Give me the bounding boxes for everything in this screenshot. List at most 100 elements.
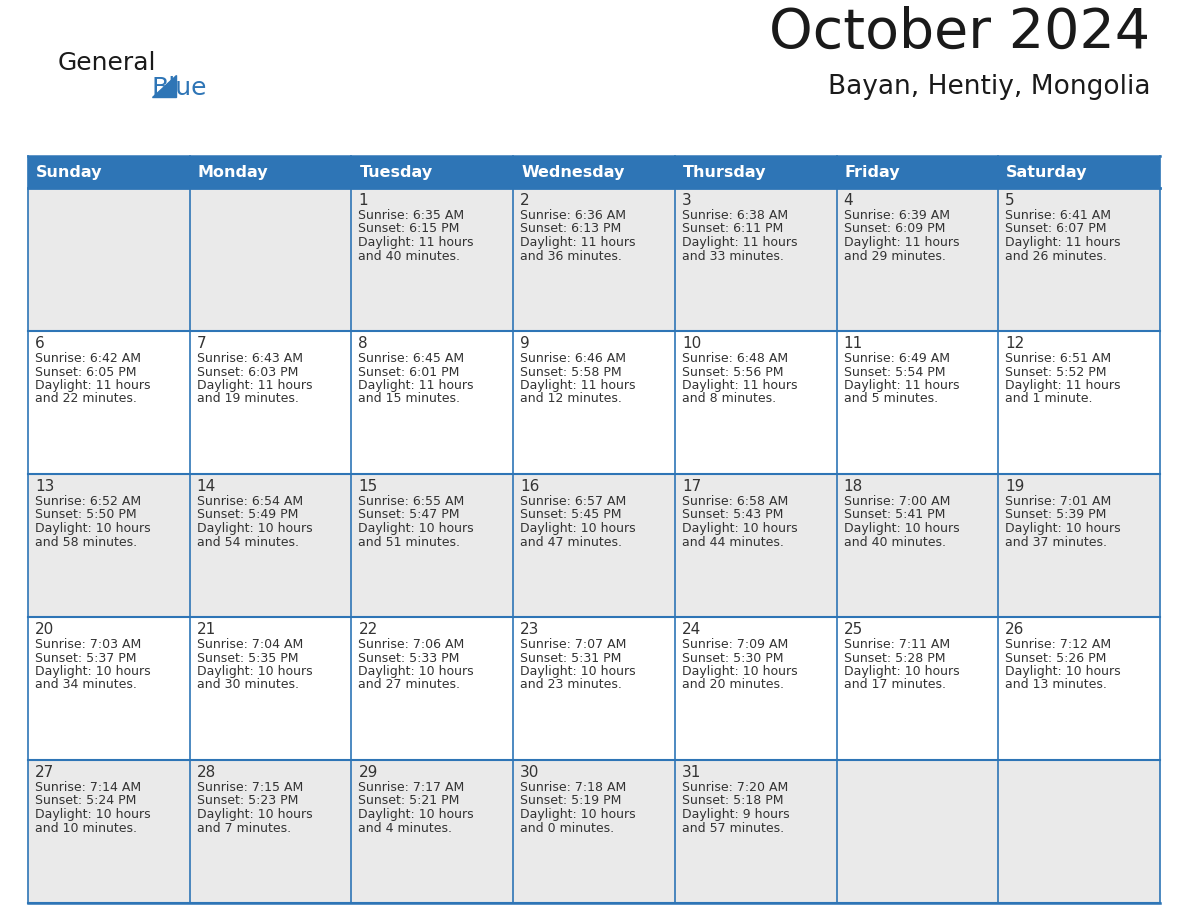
Text: 18: 18	[843, 479, 862, 494]
Text: Monday: Monday	[197, 164, 268, 180]
Text: Daylight: 11 hours: Daylight: 11 hours	[359, 236, 474, 249]
Bar	[675, 474, 836, 617]
Text: 21: 21	[197, 622, 216, 637]
Text: Sunset: 6:11 PM: Sunset: 6:11 PM	[682, 222, 783, 236]
Text: Daylight: 9 hours: Daylight: 9 hours	[682, 808, 790, 821]
Bar	[675, 188, 836, 331]
Text: Daylight: 11 hours: Daylight: 11 hours	[682, 236, 797, 249]
Bar	[675, 760, 836, 903]
Text: and 12 minutes.: and 12 minutes.	[520, 393, 623, 406]
Text: Daylight: 10 hours: Daylight: 10 hours	[520, 808, 636, 821]
Text: Sunrise: 6:45 AM: Sunrise: 6:45 AM	[359, 352, 465, 365]
Text: Sunrise: 7:14 AM: Sunrise: 7:14 AM	[34, 781, 141, 794]
Text: Sunrise: 6:36 AM: Sunrise: 6:36 AM	[520, 209, 626, 222]
Bar	[998, 617, 1159, 760]
Bar	[352, 331, 513, 474]
Text: Daylight: 10 hours: Daylight: 10 hours	[1005, 665, 1121, 678]
Bar	[513, 331, 675, 474]
Text: 26: 26	[1005, 622, 1025, 637]
Text: Sunset: 6:15 PM: Sunset: 6:15 PM	[359, 222, 460, 236]
Text: 13: 13	[34, 479, 55, 494]
Text: Sunset: 5:18 PM: Sunset: 5:18 PM	[682, 794, 783, 808]
Text: 22: 22	[359, 622, 378, 637]
Text: and 26 minutes.: and 26 minutes.	[1005, 250, 1107, 263]
Text: Sunset: 5:26 PM: Sunset: 5:26 PM	[1005, 652, 1107, 665]
Text: 19: 19	[1005, 479, 1025, 494]
Text: and 7 minutes.: and 7 minutes.	[197, 822, 291, 834]
Text: Sunset: 5:49 PM: Sunset: 5:49 PM	[197, 509, 298, 521]
Text: General: General	[58, 51, 157, 75]
Text: Daylight: 11 hours: Daylight: 11 hours	[34, 379, 151, 392]
Text: Sunrise: 6:39 AM: Sunrise: 6:39 AM	[843, 209, 949, 222]
Text: Daylight: 10 hours: Daylight: 10 hours	[197, 522, 312, 535]
Text: Sunset: 5:56 PM: Sunset: 5:56 PM	[682, 365, 783, 378]
Text: Sunrise: 6:42 AM: Sunrise: 6:42 AM	[34, 352, 141, 365]
Bar	[513, 188, 675, 331]
Text: Sunset: 5:39 PM: Sunset: 5:39 PM	[1005, 509, 1107, 521]
Text: Daylight: 11 hours: Daylight: 11 hours	[1005, 236, 1120, 249]
Text: 11: 11	[843, 336, 862, 351]
Text: Sunrise: 6:49 AM: Sunrise: 6:49 AM	[843, 352, 949, 365]
Text: Sunset: 6:01 PM: Sunset: 6:01 PM	[359, 365, 460, 378]
Bar	[29, 474, 190, 617]
Text: Sunrise: 7:15 AM: Sunrise: 7:15 AM	[197, 781, 303, 794]
Text: and 17 minutes.: and 17 minutes.	[843, 678, 946, 691]
Text: 20: 20	[34, 622, 55, 637]
Text: Daylight: 10 hours: Daylight: 10 hours	[359, 808, 474, 821]
Bar	[998, 188, 1159, 331]
Text: Bayan, Hentiy, Mongolia: Bayan, Hentiy, Mongolia	[828, 74, 1150, 100]
Bar	[29, 156, 1159, 188]
Text: Daylight: 11 hours: Daylight: 11 hours	[843, 236, 959, 249]
Text: Sunrise: 6:46 AM: Sunrise: 6:46 AM	[520, 352, 626, 365]
Text: Sunset: 5:31 PM: Sunset: 5:31 PM	[520, 652, 621, 665]
Text: 16: 16	[520, 479, 539, 494]
Text: Sunset: 5:50 PM: Sunset: 5:50 PM	[34, 509, 137, 521]
Text: Daylight: 10 hours: Daylight: 10 hours	[682, 522, 797, 535]
Text: Daylight: 10 hours: Daylight: 10 hours	[34, 665, 151, 678]
Text: Sunrise: 6:57 AM: Sunrise: 6:57 AM	[520, 495, 626, 508]
Text: and 58 minutes.: and 58 minutes.	[34, 535, 137, 548]
Text: Blue: Blue	[152, 76, 208, 100]
Text: Sunrise: 6:52 AM: Sunrise: 6:52 AM	[34, 495, 141, 508]
Text: Sunset: 5:30 PM: Sunset: 5:30 PM	[682, 652, 783, 665]
Text: 10: 10	[682, 336, 701, 351]
Bar	[352, 188, 513, 331]
Text: and 27 minutes.: and 27 minutes.	[359, 678, 461, 691]
Text: 5: 5	[1005, 193, 1015, 208]
Text: Sunrise: 7:04 AM: Sunrise: 7:04 AM	[197, 638, 303, 651]
Text: Sunrise: 7:09 AM: Sunrise: 7:09 AM	[682, 638, 788, 651]
Bar	[513, 474, 675, 617]
Text: and 36 minutes.: and 36 minutes.	[520, 250, 623, 263]
Text: Daylight: 10 hours: Daylight: 10 hours	[34, 808, 151, 821]
Bar	[513, 617, 675, 760]
Text: 28: 28	[197, 765, 216, 780]
Bar	[836, 474, 998, 617]
Text: and 13 minutes.: and 13 minutes.	[1005, 678, 1107, 691]
Bar	[675, 331, 836, 474]
Text: Sunrise: 7:00 AM: Sunrise: 7:00 AM	[843, 495, 950, 508]
Text: Saturday: Saturday	[1006, 164, 1088, 180]
Polygon shape	[152, 75, 176, 97]
Text: and 1 minute.: and 1 minute.	[1005, 393, 1093, 406]
Text: Daylight: 10 hours: Daylight: 10 hours	[682, 665, 797, 678]
Text: Sunrise: 6:51 AM: Sunrise: 6:51 AM	[1005, 352, 1112, 365]
Text: 1: 1	[359, 193, 368, 208]
Bar	[836, 617, 998, 760]
Text: and 33 minutes.: and 33 minutes.	[682, 250, 784, 263]
Bar	[998, 331, 1159, 474]
Text: Sunset: 6:05 PM: Sunset: 6:05 PM	[34, 365, 137, 378]
Text: Sunrise: 6:58 AM: Sunrise: 6:58 AM	[682, 495, 788, 508]
Bar	[29, 617, 190, 760]
Text: Daylight: 11 hours: Daylight: 11 hours	[682, 379, 797, 392]
Text: 7: 7	[197, 336, 207, 351]
Text: 12: 12	[1005, 336, 1024, 351]
Text: 31: 31	[682, 765, 701, 780]
Text: Sunrise: 6:48 AM: Sunrise: 6:48 AM	[682, 352, 788, 365]
Text: and 0 minutes.: and 0 minutes.	[520, 822, 614, 834]
Bar	[29, 188, 190, 331]
Text: Sunrise: 7:20 AM: Sunrise: 7:20 AM	[682, 781, 788, 794]
Text: Sunrise: 7:03 AM: Sunrise: 7:03 AM	[34, 638, 141, 651]
Text: and 40 minutes.: and 40 minutes.	[359, 250, 461, 263]
Bar	[513, 760, 675, 903]
Text: 3: 3	[682, 193, 691, 208]
